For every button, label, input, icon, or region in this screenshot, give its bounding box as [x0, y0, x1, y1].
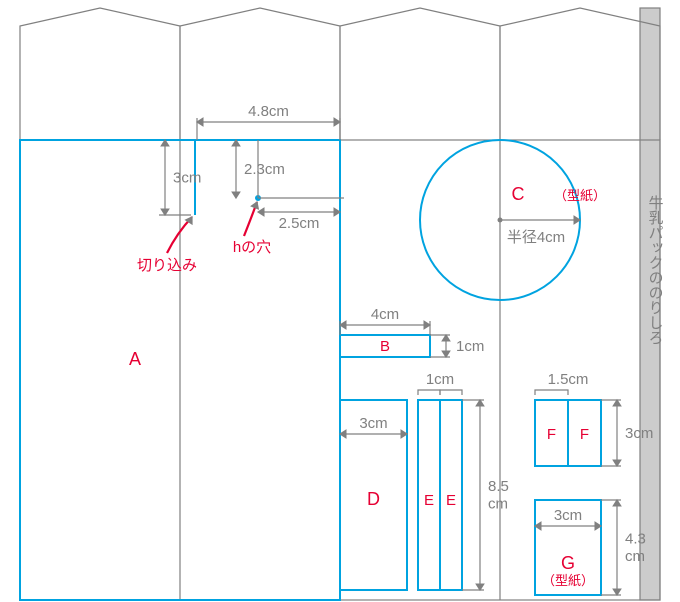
label-d: D — [367, 489, 380, 509]
svg-text:2.5cm: 2.5cm — [279, 215, 320, 232]
label-e1: E — [424, 492, 434, 509]
glue-strip-label: 牛乳パックののりしろ — [647, 195, 664, 345]
label-hole: hの穴 — [233, 239, 271, 256]
svg-text:4.3cm: 4.3cm — [625, 531, 646, 565]
label-f2: F — [580, 426, 589, 443]
label-slit: 切り込み — [137, 257, 197, 274]
label-f1: F — [547, 426, 556, 443]
svg-text:4.8cm: 4.8cm — [248, 103, 289, 120]
svg-text:3cm: 3cm — [625, 425, 653, 442]
svg-text:1cm: 1cm — [426, 371, 454, 388]
svg-text:3cm: 3cm — [554, 507, 582, 524]
svg-text:2.3cm: 2.3cm — [244, 161, 285, 178]
label-e2: E — [446, 492, 456, 509]
svg-text:8.5cm: 8.5cm — [488, 478, 509, 512]
label-b: B — [380, 338, 390, 355]
label-c: C — [512, 184, 525, 204]
label-c-sub: （型紙） — [554, 188, 606, 203]
svg-text:4cm: 4cm — [371, 306, 399, 323]
svg-text:3cm: 3cm — [173, 170, 201, 187]
svg-text:3cm: 3cm — [359, 415, 387, 432]
label-g: G — [561, 553, 575, 573]
label-g-sub: （型紙） — [542, 573, 594, 588]
label-c-radius: 半径4cm — [507, 229, 565, 246]
svg-text:1cm: 1cm — [456, 338, 484, 355]
svg-text:1.5cm: 1.5cm — [548, 371, 589, 388]
label-a: A — [129, 349, 141, 369]
